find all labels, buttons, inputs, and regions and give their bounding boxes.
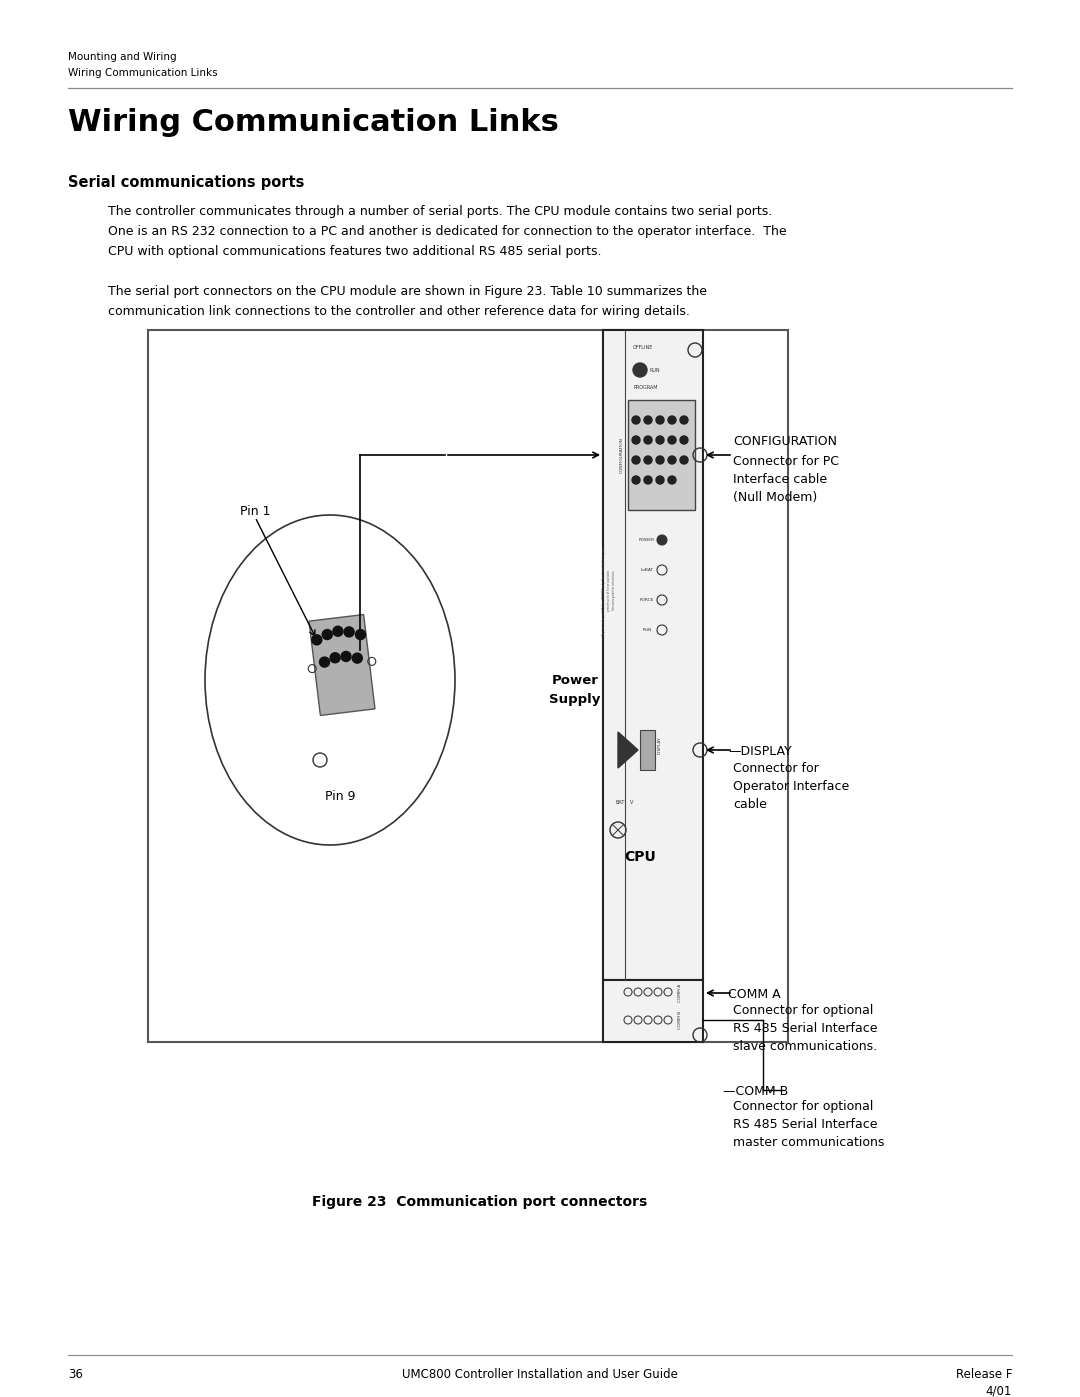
Ellipse shape (205, 515, 455, 845)
Text: Wiring Communication Links: Wiring Communication Links (68, 68, 218, 78)
Bar (603, 981, 703, 1042)
Text: —DISPLAY: —DISPLAY (728, 745, 792, 759)
Polygon shape (618, 732, 638, 768)
Text: V: V (631, 800, 634, 805)
Text: OFFLINE: OFFLINE (633, 345, 653, 351)
Text: Pin 9: Pin 9 (325, 789, 355, 803)
Bar (627, 400, 696, 510)
Circle shape (644, 416, 652, 425)
Circle shape (656, 455, 664, 464)
Circle shape (657, 535, 667, 545)
Circle shape (669, 416, 676, 425)
Text: CPU with optional communications features two additional RS 485 serial ports.: CPU with optional communications feature… (108, 244, 602, 258)
Text: LoBAT: LoBAT (640, 569, 653, 571)
Text: Mounting and Wiring: Mounting and Wiring (68, 52, 177, 61)
Circle shape (330, 652, 340, 662)
Text: The controller communicates through a number of serial ports. The CPU module con: The controller communicates through a nu… (108, 205, 772, 218)
Text: 36: 36 (68, 1368, 83, 1382)
Circle shape (632, 476, 640, 483)
Text: CONFIGURATION: CONFIGURATION (733, 434, 837, 448)
Circle shape (680, 416, 688, 425)
Circle shape (644, 455, 652, 464)
Text: BAT: BAT (616, 800, 624, 805)
Text: Power: Power (552, 673, 598, 686)
Circle shape (333, 626, 343, 636)
Text: COMM A: COMM A (678, 983, 681, 1002)
Text: RUN: RUN (643, 629, 651, 631)
Circle shape (669, 436, 676, 444)
Text: slave communications.: slave communications. (733, 1039, 877, 1053)
Text: —COMM B: —COMM B (723, 1085, 788, 1098)
Text: Release F: Release F (956, 1368, 1012, 1382)
Text: POWER: POWER (639, 538, 656, 542)
Circle shape (320, 657, 329, 668)
Bar (640, 731, 654, 770)
Text: Replace battery with Tadiran TL5101S only. Use of another battery may
present a : Replace battery with Tadiran TL5101S onl… (603, 545, 616, 634)
Text: Pin 1: Pin 1 (240, 504, 270, 518)
Circle shape (656, 476, 664, 483)
Text: master communications: master communications (733, 1136, 885, 1148)
Circle shape (632, 416, 640, 425)
Circle shape (644, 476, 652, 483)
Text: Operator Interface: Operator Interface (733, 780, 849, 793)
Polygon shape (309, 615, 375, 715)
Text: RS 485 Serial Interface: RS 485 Serial Interface (733, 1118, 877, 1132)
Circle shape (669, 455, 676, 464)
Text: Connector for optional: Connector for optional (733, 1004, 874, 1017)
Circle shape (312, 634, 322, 645)
Circle shape (656, 436, 664, 444)
Bar (148, 330, 788, 1042)
Text: RS 485 Serial Interface: RS 485 Serial Interface (733, 1023, 877, 1035)
Circle shape (633, 363, 647, 377)
Circle shape (680, 455, 688, 464)
Text: UMC800 Controller Installation and User Guide: UMC800 Controller Installation and User … (402, 1368, 678, 1382)
Text: cable: cable (733, 798, 767, 812)
Circle shape (345, 627, 354, 637)
Text: Connector for optional: Connector for optional (733, 1099, 874, 1113)
Text: COMM B: COMM B (678, 1011, 681, 1030)
Circle shape (355, 630, 365, 640)
Text: 4/01: 4/01 (986, 1384, 1012, 1397)
Text: Supply: Supply (550, 693, 600, 707)
Text: PROGRAM: PROGRAM (633, 386, 658, 390)
Text: Connector for PC: Connector for PC (733, 455, 839, 468)
Text: CONFIGURATION: CONFIGURATION (620, 437, 624, 474)
Circle shape (644, 436, 652, 444)
Circle shape (341, 651, 351, 661)
Circle shape (322, 630, 333, 640)
Text: Figure 23  Communication port connectors: Figure 23 Communication port connectors (312, 1194, 648, 1208)
Circle shape (680, 436, 688, 444)
Text: CPU: CPU (624, 849, 656, 863)
Text: Serial communications ports: Serial communications ports (68, 175, 305, 190)
Text: FORCE: FORCE (639, 598, 654, 602)
Bar (603, 330, 703, 981)
Circle shape (669, 476, 676, 483)
Text: Wiring Communication Links: Wiring Communication Links (68, 108, 558, 137)
Text: communication link connections to the controller and other reference data for wi: communication link connections to the co… (108, 305, 690, 319)
Text: The serial port connectors on the CPU module are shown in Figure 23. Table 10 su: The serial port connectors on the CPU mo… (108, 285, 707, 298)
Text: RUN: RUN (650, 367, 661, 373)
Text: Connector for: Connector for (733, 761, 819, 775)
Text: Interface cable: Interface cable (733, 474, 827, 486)
Circle shape (656, 416, 664, 425)
Text: DISPLAY: DISPLAY (658, 736, 662, 754)
Text: One is an RS 232 connection to a PC and another is dedicated for connection to t: One is an RS 232 connection to a PC and … (108, 225, 786, 237)
Circle shape (632, 436, 640, 444)
Text: (Null Modem): (Null Modem) (733, 490, 818, 504)
Text: COMM A: COMM A (728, 988, 781, 1002)
Circle shape (352, 654, 362, 664)
Circle shape (632, 455, 640, 464)
